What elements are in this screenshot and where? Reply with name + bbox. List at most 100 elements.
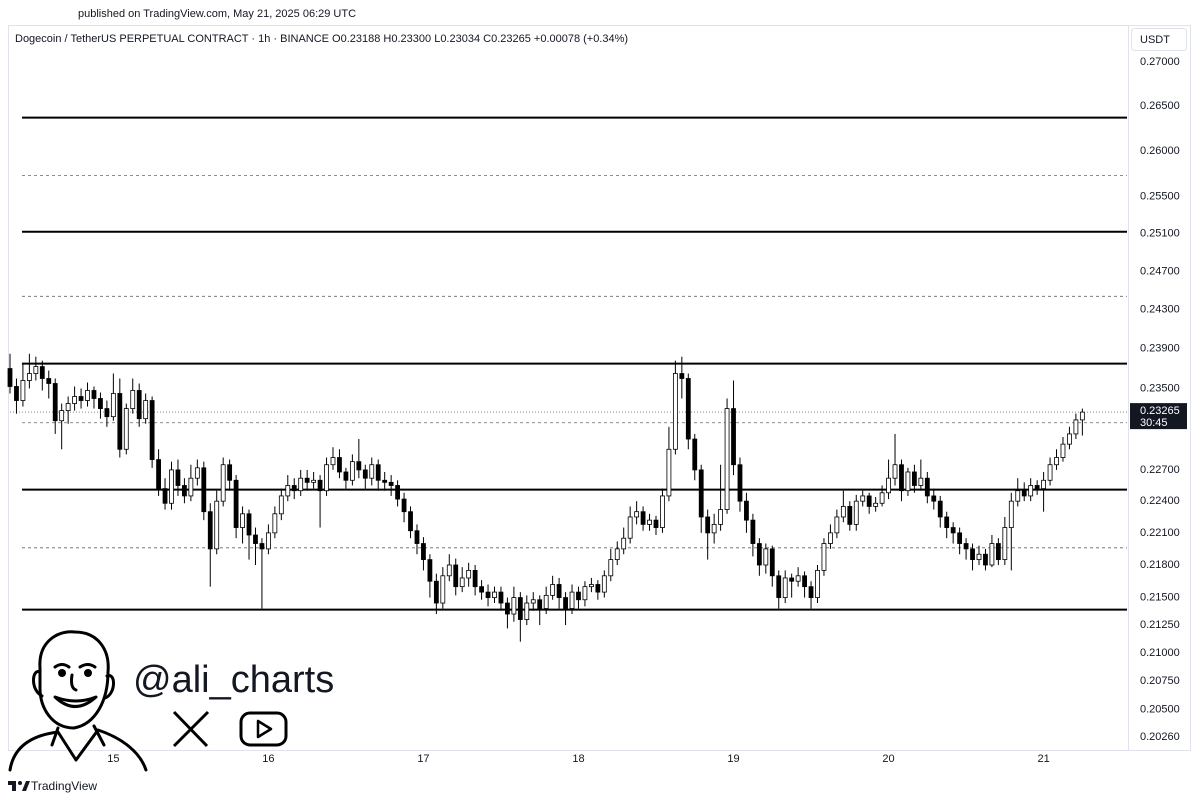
candle-body [744,500,749,521]
candle-body [556,584,562,598]
candle-body [873,502,879,507]
candle-body [711,523,717,534]
candle-body [46,378,52,384]
candle-body [298,477,304,492]
candle-body [182,485,187,497]
candle-body [349,461,355,481]
candle-body [7,368,13,387]
chart-frame [8,25,1191,751]
candle-body [272,513,278,534]
candle-body [401,498,407,513]
candle-body [492,591,497,598]
candle-body [899,464,904,492]
candle-body [14,386,19,401]
candle-body [912,471,917,486]
candle-body [886,477,891,494]
avatar [8,630,148,772]
candle-body [666,448,672,497]
y-tick-label: 0.26000 [1140,145,1180,157]
candle-body [769,548,775,577]
candle-body [1054,457,1059,466]
candle-body [343,471,349,481]
candle-body [569,591,575,609]
candle-body [311,479,317,483]
candle-body [963,543,969,550]
candle-body [647,519,652,525]
candle-body [983,553,988,566]
y-tick-label: 0.26500 [1140,100,1180,112]
candle-body [227,464,233,481]
candle-body [550,584,556,596]
candle-body [627,516,633,539]
candle-body [233,479,239,528]
candle-body [85,390,90,401]
candle-body [149,400,155,460]
candle-body [1034,485,1040,490]
currency-label: USDT [1140,34,1170,46]
candle-body [324,464,329,492]
x-tick-label: 15 [107,753,119,765]
candle-body [601,575,607,593]
candle-body [621,537,627,550]
candle-body [91,390,97,399]
candle-body [317,479,323,492]
candle-body [78,396,84,401]
candle-body [246,513,252,536]
candle-body [1015,490,1021,502]
candle-body [240,513,245,528]
y-tick-label: 0.22400 [1140,495,1180,507]
candle-body [1002,527,1008,561]
candle-body [892,464,898,479]
candle-body [1073,419,1079,435]
candle-body [718,509,723,525]
candle-body [782,577,788,598]
candle-body [582,586,588,601]
tradingview-logo [8,781,30,791]
candle-body [517,597,523,620]
candle-body [110,393,116,418]
candle-body [304,477,310,483]
candle-body [608,559,614,577]
candle-body [194,467,200,479]
candle-body [33,366,39,374]
candle-body [853,500,859,525]
candle-body [672,373,678,450]
youtube-logo [239,711,288,747]
candle-body [931,495,937,502]
y-tick-label: 0.20750 [1140,675,1180,687]
candle-body [72,396,77,404]
candle-body [950,527,956,534]
candle-body [330,457,336,466]
candle-body [214,500,220,550]
candle-body [388,481,394,486]
y-tick-label: 0.21500 [1140,591,1180,603]
candle-body [834,516,840,534]
candle-body [685,378,691,440]
candle-body [537,599,543,609]
candle-body [1041,479,1046,490]
x-logo [172,710,210,748]
candle-body [1067,433,1072,445]
last-price-label: 0.23265 [1140,405,1180,417]
candle-body [26,373,32,381]
candle-body [278,495,284,515]
candle-body [698,469,704,518]
candle-body [737,464,743,502]
footer-brand: TradingView [31,779,97,793]
candle-body [937,500,943,518]
candle-body [634,511,640,518]
y-tick-label: 0.22100 [1140,527,1180,539]
candle-body [724,408,730,510]
candle-body [511,597,517,615]
candle-body [162,488,168,504]
candle-body [924,477,930,497]
candle-body [1047,464,1053,481]
candle-body [692,438,698,471]
candle-body [362,469,368,479]
candle-body [446,564,452,577]
candle-body [815,569,820,598]
candle-body [453,564,459,588]
candle-body [52,383,58,422]
candle-body [466,569,472,579]
